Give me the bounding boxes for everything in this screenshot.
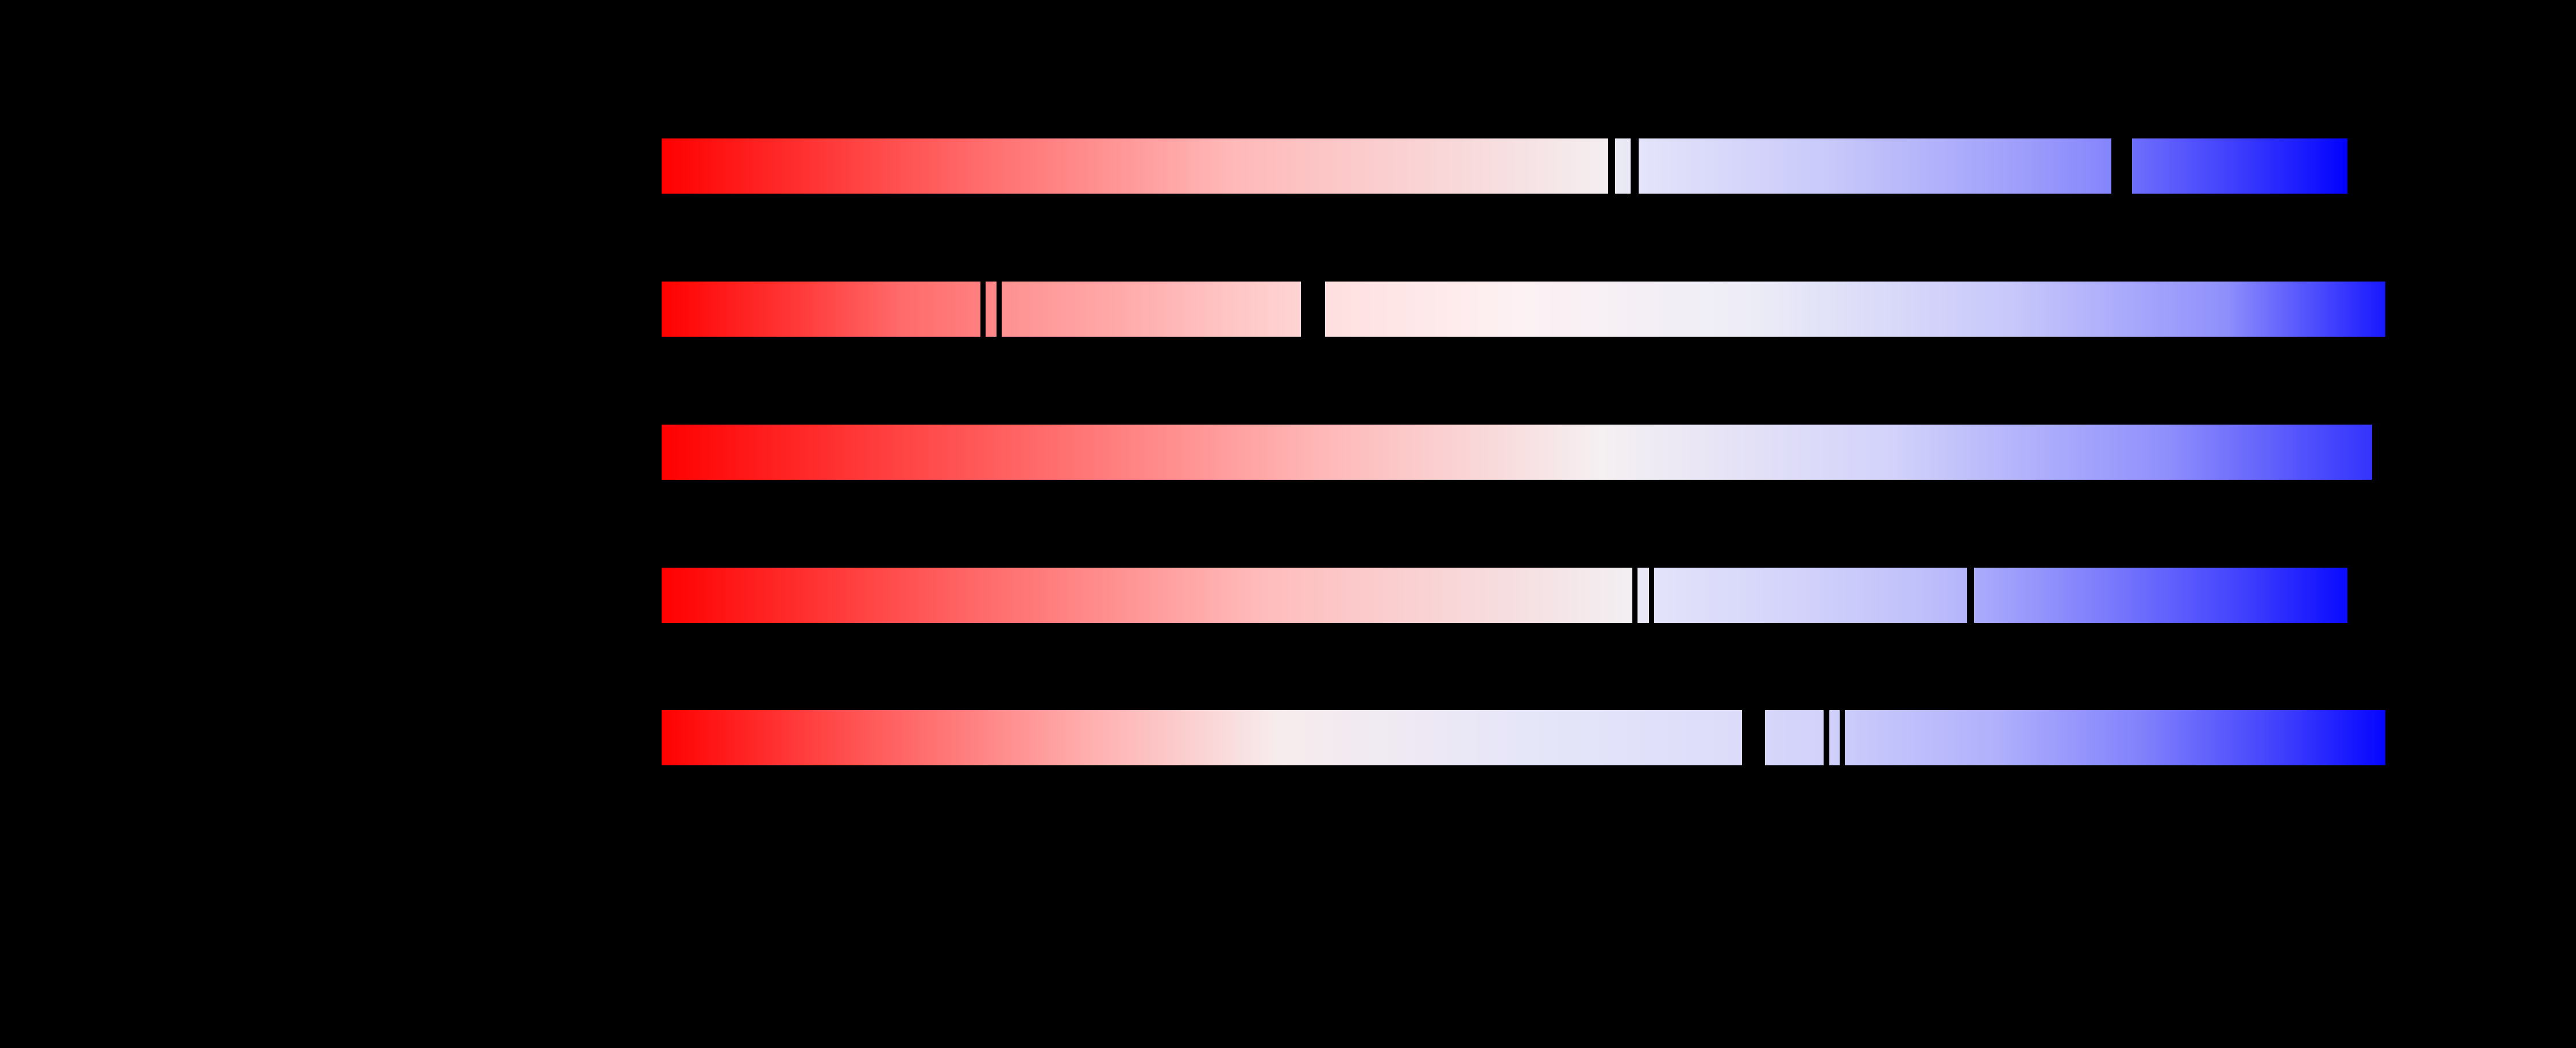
bar-segment bbox=[1654, 568, 1967, 623]
bar-segment bbox=[662, 568, 1632, 623]
bar-segment bbox=[1639, 138, 2111, 194]
bar-segment bbox=[662, 710, 1742, 765]
bar-segment bbox=[2132, 138, 2347, 194]
bar-row-4[interactable] bbox=[662, 568, 2385, 623]
bar-segment bbox=[662, 138, 1608, 194]
bar-segment bbox=[1002, 282, 1301, 337]
bar-row-1[interactable] bbox=[662, 138, 2385, 194]
bar-segment bbox=[1845, 710, 2385, 765]
bar-row-2[interactable] bbox=[662, 282, 2385, 337]
bar-segment bbox=[1974, 568, 2347, 623]
bar-segment bbox=[986, 282, 997, 337]
bar-segment bbox=[1325, 282, 2385, 337]
bar-segment bbox=[1637, 568, 1649, 623]
bar-segment bbox=[662, 425, 2372, 480]
bar-segment bbox=[1829, 710, 1840, 765]
bar-segment bbox=[1765, 710, 1824, 765]
bar-row-3[interactable] bbox=[662, 425, 2385, 480]
bar-segment bbox=[662, 282, 980, 337]
bar-segment bbox=[1615, 138, 1631, 194]
bar-row-5[interactable] bbox=[662, 710, 2385, 765]
